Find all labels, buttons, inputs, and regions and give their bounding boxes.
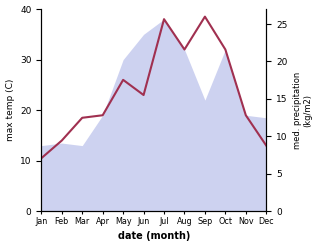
X-axis label: date (month): date (month) — [118, 231, 190, 242]
Y-axis label: med. precipitation
(kg/m2): med. precipitation (kg/m2) — [293, 72, 313, 149]
Y-axis label: max temp (C): max temp (C) — [5, 79, 15, 141]
